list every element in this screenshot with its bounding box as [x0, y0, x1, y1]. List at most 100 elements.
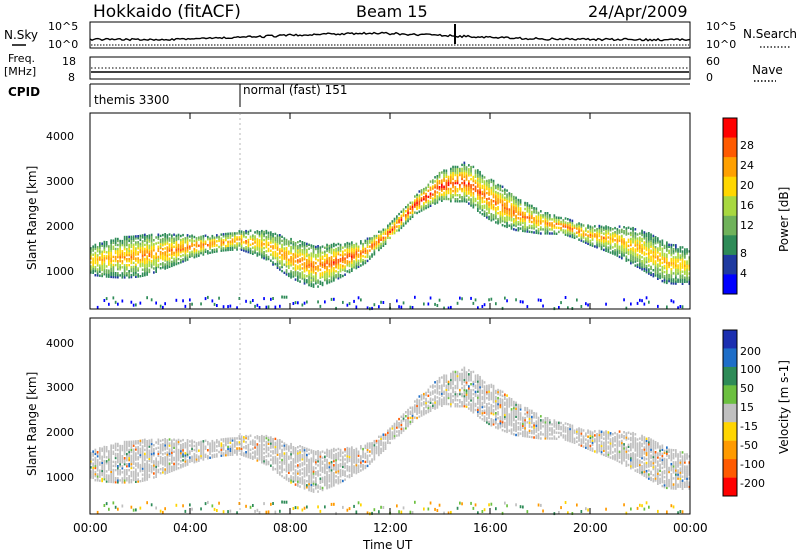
velocity-cell: [276, 453, 279, 456]
velocity-cell: [326, 452, 328, 456]
power-cell: [387, 230, 389, 233]
velocity-cell: [312, 490, 315, 493]
power-cell: [335, 270, 337, 273]
velocity-cell: [128, 450, 130, 454]
velocity-cell: [254, 454, 256, 457]
power-cell: [157, 235, 160, 238]
power-cell: [632, 231, 634, 234]
velocity-cell: [306, 449, 308, 453]
power-cell: [182, 244, 184, 247]
power-cell: [306, 275, 308, 278]
power-cell: [130, 235, 133, 238]
power-cell: [483, 186, 486, 189]
velocity-cell: [164, 458, 166, 461]
velocity-cell: [263, 443, 265, 447]
velocity-cell: [270, 446, 272, 449]
power-cell: [351, 241, 353, 244]
power-cell: [666, 259, 668, 262]
power-cell: [591, 242, 594, 245]
power-cell: [445, 185, 448, 189]
power-cell: [452, 185, 454, 189]
power-cell: [425, 186, 427, 190]
velocity-cell: [330, 448, 333, 452]
power-cell: [180, 255, 182, 258]
power-cell: [438, 182, 441, 185]
power-cell: [310, 256, 313, 259]
power-cell: [384, 236, 387, 239]
power-cell: [243, 233, 245, 236]
power-cell: [99, 270, 101, 273]
power-cell: [454, 190, 457, 193]
velocity-cell: [103, 468, 106, 471]
power-cell: [391, 232, 394, 235]
power-cell: [486, 216, 488, 219]
power-cell: [654, 252, 657, 255]
power-cell: [497, 202, 499, 205]
power-cell: [308, 273, 310, 277]
power-cell: [92, 247, 94, 250]
velocity-cell: [267, 454, 270, 458]
velocity-cell: [366, 464, 369, 468]
power-cell: [173, 237, 175, 240]
power-cell: [686, 262, 688, 265]
velocity-cell: [339, 464, 342, 468]
velocity-cell: [110, 458, 112, 461]
power-cell: [418, 198, 421, 201]
velocity-cell: [308, 482, 310, 486]
power-cell: [688, 278, 691, 281]
velocity-cell: [135, 464, 137, 467]
power-cell: [193, 251, 196, 255]
velocity-cell: [211, 439, 214, 443]
velocity-cell: [308, 474, 310, 478]
power-cell: [157, 259, 160, 263]
velocity-cell: [328, 486, 331, 489]
power-cell: [562, 225, 565, 228]
velocity-cell: [364, 466, 367, 470]
velocity-cell: [150, 503, 153, 507]
velocity-cell: [270, 458, 272, 461]
freq-tick-bottom: 8: [68, 71, 75, 84]
velocity-cell: [263, 458, 265, 461]
power-cell: [479, 193, 481, 196]
velocity-cell: [328, 455, 331, 459]
power-cell: [479, 187, 481, 190]
power-cell: [472, 204, 475, 207]
power-cell: [663, 266, 666, 270]
power-cell: [114, 300, 117, 304]
velocity-cell: [182, 459, 184, 462]
velocity-cell: [234, 445, 236, 448]
power-cell: [517, 227, 520, 230]
velocity-cell: [294, 506, 297, 510]
power-cell: [114, 274, 117, 277]
velocity-cell: [103, 453, 106, 457]
velocity-cell: [297, 480, 299, 483]
power-cell: [312, 261, 315, 264]
power-cell: [648, 250, 650, 253]
velocity-cell: [184, 460, 187, 463]
velocity-cell: [105, 480, 108, 483]
power-cell: [378, 230, 380, 233]
power-cell: [499, 184, 502, 188]
velocity-cell: [162, 461, 164, 464]
power-cell: [155, 254, 157, 257]
power-cell: [279, 248, 281, 251]
power-cell: [456, 190, 459, 193]
power-cell: [636, 259, 639, 262]
velocity-cell: [261, 455, 263, 458]
power-cell: [184, 249, 187, 252]
velocity-cell: [247, 445, 250, 449]
power-cell: [207, 295, 209, 299]
velocity-cell: [148, 457, 151, 460]
power-cell: [258, 239, 261, 242]
power-cell: [373, 251, 376, 254]
power-cell: [645, 244, 648, 248]
velocity-cell: [159, 451, 162, 455]
power-cell: [636, 301, 639, 305]
power-cell: [488, 183, 490, 186]
velocity-cell: [180, 464, 182, 467]
power-cell: [96, 246, 99, 249]
power-cell: [114, 263, 117, 267]
power-cell: [211, 243, 214, 246]
power-cell: [472, 177, 475, 181]
power-cell: [679, 266, 682, 269]
